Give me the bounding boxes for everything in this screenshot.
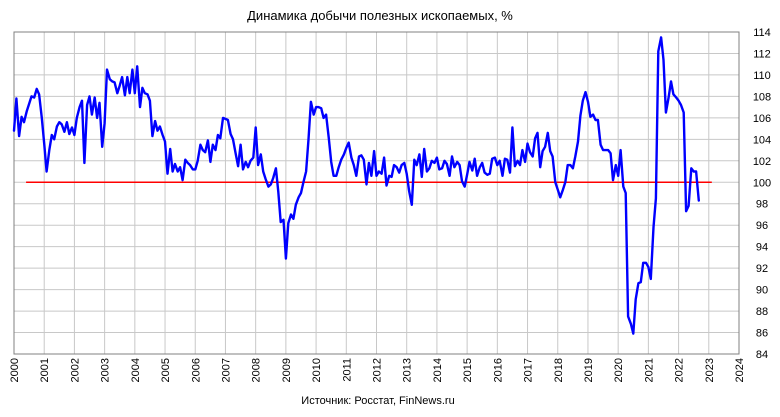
y-tick-label: 102 [753, 156, 771, 168]
x-tick-label: 2010 [311, 358, 323, 382]
y-tick-label: 86 [756, 328, 768, 340]
y-tick-label: 108 [753, 91, 771, 103]
x-tick-label: 2009 [281, 358, 293, 382]
y-tick-label: 94 [756, 242, 768, 254]
y-tick-label: 98 [756, 199, 768, 211]
y-tick-label: 88 [756, 306, 768, 318]
x-tick-label: 2022 [674, 358, 686, 382]
y-tick-label: 92 [756, 263, 768, 275]
x-tick-label: 2004 [130, 358, 142, 382]
x-tick-label: 2006 [190, 358, 202, 382]
series-group [12, 36, 700, 335]
x-tick-label: 2008 [251, 358, 263, 382]
x-tick-label: 2013 [402, 358, 414, 382]
x-tick-label: 2023 [704, 358, 716, 382]
x-tick-label: 2002 [69, 358, 81, 382]
x-tick-label: 2017 [523, 358, 535, 382]
y-tick-label: 100 [753, 177, 771, 189]
x-tick-label: 2005 [160, 358, 172, 382]
y-axis-tick-labels: 84 86 88 90 92 94 96 98 100 102 104 106 108 110 112 114 [753, 27, 771, 361]
y-tick-label: 84 [756, 349, 768, 361]
chart-source-note: Источник: Росстат, FinNews.ru [301, 395, 454, 407]
x-tick-label: 2000 [9, 358, 21, 382]
x-tick-label: 2015 [462, 358, 474, 382]
y-tick-label: 112 [753, 48, 771, 60]
x-tick-label: 2024 [734, 358, 746, 382]
x-tick-label: 2014 [432, 358, 444, 382]
x-tick-label: 2020 [613, 358, 625, 382]
y-tick-label: 104 [753, 134, 771, 146]
chart-title: Динамика добычи полезных ископаемых, % [247, 8, 513, 23]
x-tick-label: 2007 [220, 358, 232, 382]
series-line [12, 36, 700, 335]
x-tick-label: 2021 [643, 358, 655, 382]
x-tick-label: 2011 [341, 358, 353, 382]
y-tick-label: 96 [756, 220, 768, 232]
x-axis-tick-labels: 2000 2001 2002 2003 2004 2005 2006 2007 2008 2009… [9, 358, 746, 382]
x-tick-label: 2016 [492, 358, 504, 382]
y-tick-label: 106 [753, 113, 771, 125]
x-tick-label: 2018 [553, 358, 565, 382]
plot-area-frame [13, 31, 740, 355]
x-tick-label: 2019 [583, 358, 595, 382]
x-tick-label: 2012 [372, 358, 384, 382]
y-tick-label: 114 [753, 27, 771, 39]
x-tick-label: 2003 [100, 358, 112, 382]
y-tick-label: 90 [756, 285, 768, 297]
x-tick-label: 2001 [39, 358, 51, 382]
y-tick-label: 110 [753, 70, 771, 82]
